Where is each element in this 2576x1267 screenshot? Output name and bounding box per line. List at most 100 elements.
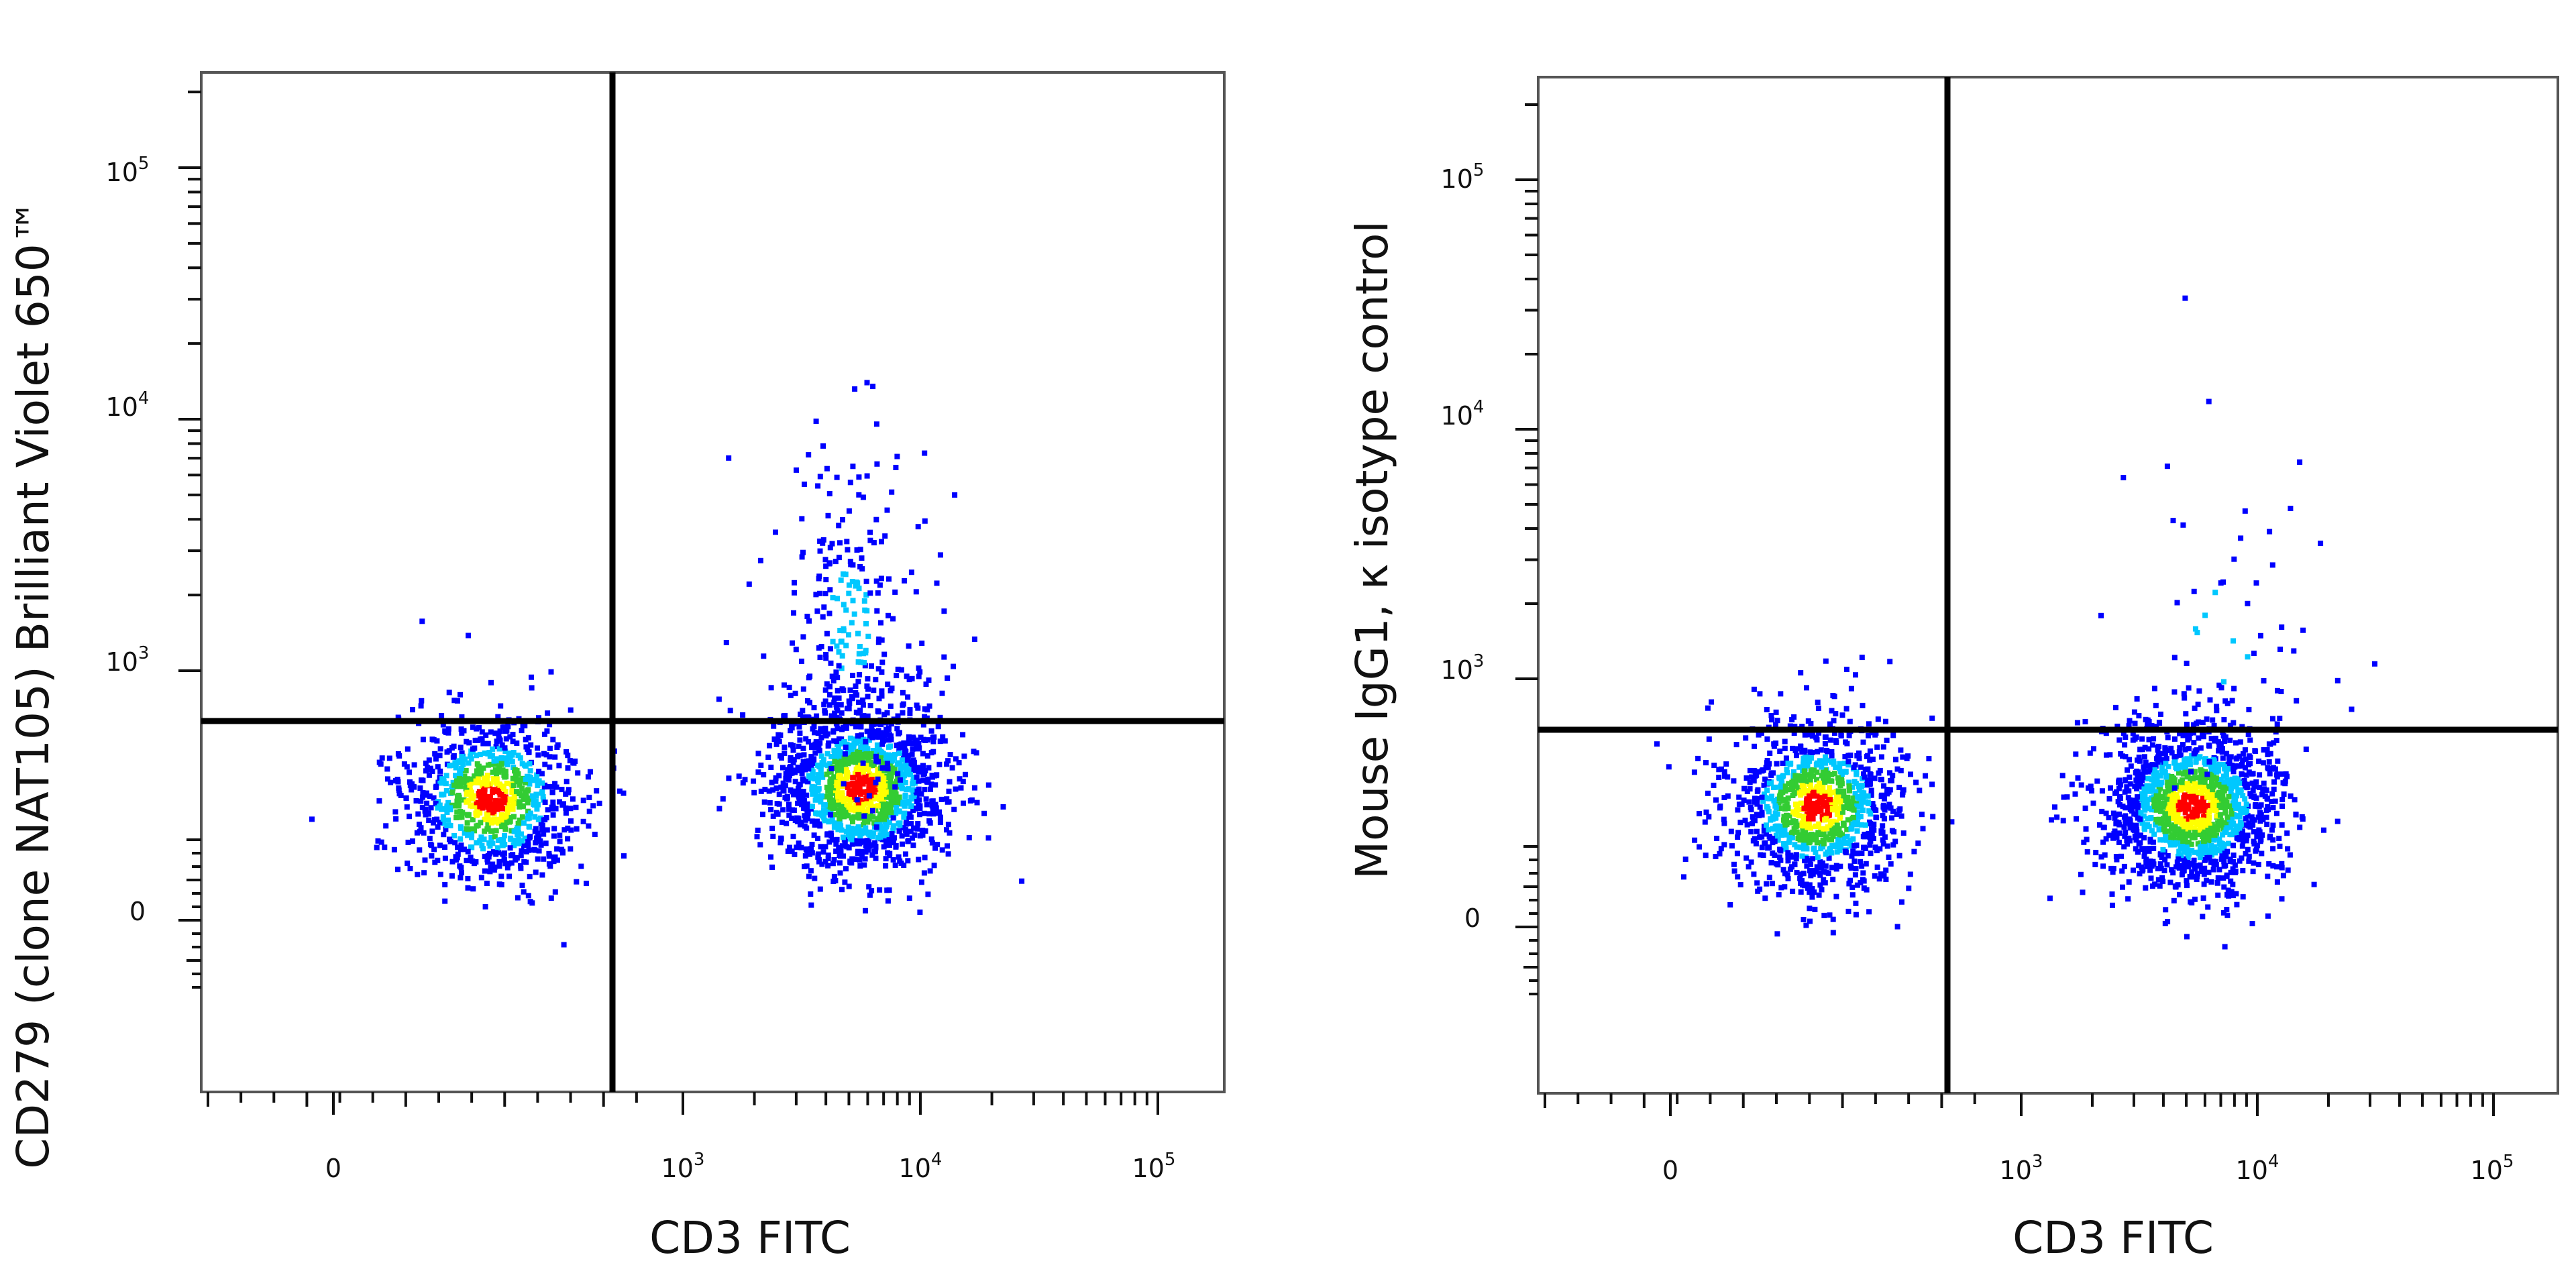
event-dot xyxy=(1816,730,1822,736)
event-dot xyxy=(1792,781,1798,787)
event-dot xyxy=(507,815,513,821)
event-dot xyxy=(900,841,905,847)
event-dot xyxy=(501,800,507,806)
event-dot xyxy=(1861,771,1866,777)
event-dot xyxy=(1849,892,1856,898)
event-dot xyxy=(874,742,880,748)
event-dot xyxy=(1815,749,1820,755)
event-dot xyxy=(827,587,833,593)
event-dot xyxy=(468,776,474,782)
event-dot xyxy=(854,766,860,772)
event-dot xyxy=(418,798,424,804)
event-dot xyxy=(525,839,531,845)
event-dot xyxy=(799,771,805,776)
event-dot xyxy=(769,826,775,832)
event-dot xyxy=(834,836,840,842)
event-dot xyxy=(418,703,424,709)
event-dot xyxy=(823,793,829,800)
event-dot xyxy=(2269,716,2275,722)
event-dot xyxy=(1782,783,1788,789)
event-dot xyxy=(823,655,829,661)
event-dot xyxy=(1844,740,1850,747)
event-dot xyxy=(963,771,968,777)
event-dot xyxy=(2123,805,2129,811)
event-dot xyxy=(800,789,806,794)
event-dot xyxy=(854,797,860,803)
event-dot xyxy=(878,826,884,832)
event-dot xyxy=(384,766,390,772)
event-dot xyxy=(2185,855,2191,860)
event-dot xyxy=(580,797,586,804)
event-dot xyxy=(548,895,554,901)
event-dot xyxy=(1841,761,1847,766)
event-dot xyxy=(790,640,796,646)
event-dot xyxy=(935,724,941,730)
event-dot xyxy=(376,759,382,765)
event-dot xyxy=(853,826,859,832)
event-dot xyxy=(1783,846,1789,852)
event-dot xyxy=(462,773,468,779)
event-dot xyxy=(1860,798,1866,804)
event-dot xyxy=(2178,752,2184,758)
event-dot xyxy=(2224,804,2230,810)
event-dot xyxy=(2159,765,2165,771)
event-dot xyxy=(832,695,838,701)
event-dot xyxy=(2242,747,2248,753)
event-dot xyxy=(2151,845,2157,851)
event-dot xyxy=(845,824,851,830)
event-dot xyxy=(1760,767,1766,773)
event-dot xyxy=(552,754,558,760)
event-dot xyxy=(716,806,722,812)
event-dot xyxy=(916,812,922,818)
event-dot xyxy=(1782,884,1788,890)
event-dot xyxy=(808,754,814,760)
event-dot xyxy=(1759,794,1765,800)
event-dot xyxy=(905,786,911,792)
event-dot xyxy=(2122,833,2128,839)
event-dot xyxy=(2145,775,2151,781)
event-dot xyxy=(535,830,541,836)
event-dot xyxy=(761,772,767,778)
event-dot xyxy=(466,740,472,746)
event-dot xyxy=(500,724,506,730)
event-dot xyxy=(930,734,936,740)
event-dot xyxy=(866,755,872,760)
event-dot xyxy=(2103,836,2109,842)
event-dot xyxy=(1919,812,1925,818)
event-dot xyxy=(914,702,920,708)
event-dot xyxy=(1858,859,1864,865)
event-dot xyxy=(800,759,806,765)
event-dot xyxy=(447,838,453,844)
event-dot xyxy=(1814,840,1820,846)
event-dot xyxy=(865,694,871,700)
event-dot xyxy=(2132,833,2138,839)
event-dot xyxy=(496,746,502,752)
event-dot xyxy=(1697,844,1703,850)
event-dot xyxy=(2208,879,2214,885)
event-dot xyxy=(879,637,885,643)
event-dot xyxy=(2229,816,2235,822)
event-dot xyxy=(889,831,895,837)
event-dot xyxy=(1787,866,1793,872)
event-dot xyxy=(2199,768,2205,774)
event-dot xyxy=(1890,842,1896,848)
event-dot xyxy=(539,790,545,796)
event-dot xyxy=(1801,787,1807,793)
event-dot xyxy=(482,786,488,792)
event-dot xyxy=(2191,722,2197,728)
event-dot xyxy=(455,793,461,800)
event-dot xyxy=(2186,685,2192,691)
event-dot xyxy=(880,736,885,742)
event-dot xyxy=(2175,795,2181,802)
event-dot xyxy=(773,529,778,535)
event-dot xyxy=(1765,845,1771,851)
event-dot xyxy=(981,810,987,816)
event-dot xyxy=(2270,863,2276,869)
event-dot xyxy=(1786,813,1792,819)
event-dot xyxy=(906,761,912,767)
event-dot xyxy=(926,818,932,824)
event-dot xyxy=(1781,841,1786,846)
event-dot xyxy=(2102,852,2108,858)
event-dot xyxy=(2137,758,2143,764)
event-dot xyxy=(392,778,398,784)
